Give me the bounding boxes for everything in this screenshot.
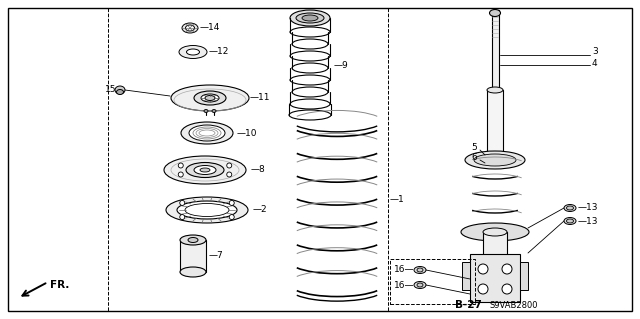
Text: —7: —7 <box>209 251 224 261</box>
Ellipse shape <box>205 95 215 100</box>
Text: 5: 5 <box>471 144 477 152</box>
Ellipse shape <box>417 283 423 287</box>
Text: 4: 4 <box>592 58 598 68</box>
Bar <box>462 262 470 290</box>
Bar <box>520 262 528 290</box>
Ellipse shape <box>116 90 124 94</box>
Bar <box>390 259 475 304</box>
Circle shape <box>179 163 183 168</box>
Ellipse shape <box>474 154 516 166</box>
Ellipse shape <box>292 87 328 97</box>
Circle shape <box>179 172 183 177</box>
Circle shape <box>478 264 488 274</box>
Text: —13: —13 <box>578 217 598 226</box>
Ellipse shape <box>204 109 208 113</box>
Ellipse shape <box>180 235 206 245</box>
Circle shape <box>229 215 234 219</box>
Bar <box>180 240 206 272</box>
Ellipse shape <box>483 288 507 296</box>
Circle shape <box>502 264 512 274</box>
Bar <box>470 254 520 302</box>
Ellipse shape <box>182 23 198 33</box>
Bar <box>487 90 503 160</box>
Ellipse shape <box>414 266 426 273</box>
Ellipse shape <box>200 168 210 172</box>
Ellipse shape <box>164 156 246 184</box>
Text: 16—: 16— <box>394 265 414 275</box>
Ellipse shape <box>564 218 576 225</box>
Ellipse shape <box>290 75 330 85</box>
Text: FR.: FR. <box>50 280 69 290</box>
Ellipse shape <box>292 39 328 49</box>
Bar <box>492 10 499 90</box>
Ellipse shape <box>461 223 529 241</box>
Text: 16—: 16— <box>394 280 414 290</box>
Ellipse shape <box>487 87 503 93</box>
Ellipse shape <box>186 162 224 177</box>
Ellipse shape <box>564 204 576 211</box>
Ellipse shape <box>180 267 206 277</box>
Ellipse shape <box>194 91 226 105</box>
Text: —11: —11 <box>250 93 271 102</box>
Text: —8: —8 <box>251 166 266 174</box>
Ellipse shape <box>166 197 248 223</box>
Ellipse shape <box>417 268 423 272</box>
Ellipse shape <box>483 228 507 236</box>
Ellipse shape <box>179 46 207 58</box>
Circle shape <box>227 163 232 168</box>
Ellipse shape <box>414 281 426 288</box>
Text: —9: —9 <box>334 61 349 70</box>
Text: B-27: B-27 <box>455 300 482 310</box>
Ellipse shape <box>189 125 225 141</box>
Text: —14: —14 <box>200 24 220 33</box>
Text: —10: —10 <box>237 129 257 137</box>
Circle shape <box>478 284 488 294</box>
Ellipse shape <box>566 206 573 210</box>
Text: —1: —1 <box>390 196 404 204</box>
Circle shape <box>180 215 185 219</box>
Ellipse shape <box>115 86 125 94</box>
Ellipse shape <box>188 238 198 242</box>
Ellipse shape <box>490 10 500 17</box>
Ellipse shape <box>292 63 328 73</box>
Ellipse shape <box>289 110 331 120</box>
Text: S9VAB2800: S9VAB2800 <box>490 300 538 309</box>
Ellipse shape <box>212 109 216 113</box>
Ellipse shape <box>302 15 318 21</box>
Ellipse shape <box>296 13 324 23</box>
Circle shape <box>229 200 234 205</box>
Ellipse shape <box>181 122 233 144</box>
Ellipse shape <box>290 51 330 61</box>
Ellipse shape <box>290 27 330 37</box>
Text: —2: —2 <box>253 205 268 214</box>
Ellipse shape <box>465 151 525 169</box>
Text: —13: —13 <box>578 204 598 212</box>
Text: —12: —12 <box>209 48 229 56</box>
Ellipse shape <box>186 49 200 55</box>
Ellipse shape <box>171 85 249 111</box>
Circle shape <box>180 200 185 205</box>
Text: 6: 6 <box>471 153 477 162</box>
Ellipse shape <box>290 10 330 26</box>
Ellipse shape <box>566 219 573 223</box>
Bar <box>483 232 507 292</box>
Ellipse shape <box>290 99 330 109</box>
Ellipse shape <box>177 201 237 219</box>
Ellipse shape <box>201 94 219 102</box>
Text: 3: 3 <box>592 48 598 56</box>
Ellipse shape <box>186 25 195 31</box>
Circle shape <box>227 172 232 177</box>
Circle shape <box>502 284 512 294</box>
Text: 15: 15 <box>104 85 116 93</box>
Ellipse shape <box>194 166 216 174</box>
